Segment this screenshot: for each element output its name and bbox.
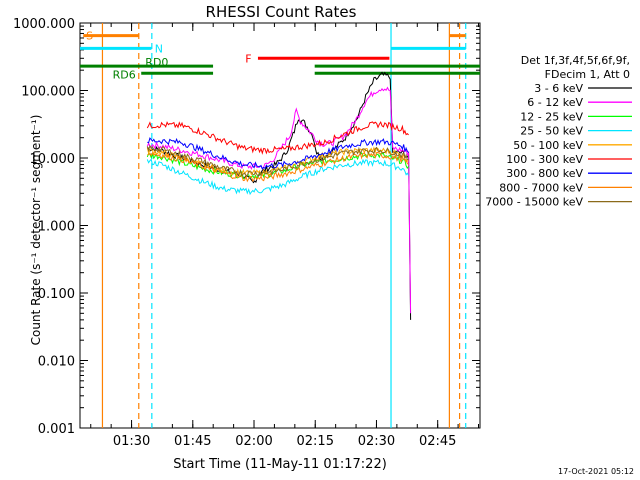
y-tick-label: 0.100 [38,287,75,302]
y-tick-label: 0.001 [38,422,75,437]
legend-label: 3 - 6 keV [534,82,583,95]
y-tick-label: 100.000 [21,85,75,100]
y-tick-label: 1.000 [38,220,75,235]
series-line [147,71,412,320]
x-tick-label: 01:30 [113,434,150,449]
plot-frame [79,22,481,429]
series-line [147,151,409,183]
legend-label: 12 - 25 keV [520,110,583,123]
series-line [146,144,409,177]
legend-header-line-2: FDecim 1, Att 0 [545,68,630,81]
x-tick-label: 02:45 [419,434,456,449]
y-tick-label: 1000.000 [13,17,75,32]
flag-label-rd6: RD6 [113,68,136,81]
series-line [147,137,409,170]
flag-label-rd0: RD0 [145,56,168,69]
y-axis-label: Count Rate (s⁻¹ detector⁻¹ segment⁻¹) [29,115,43,346]
series-line [146,86,412,314]
flag-label-f: F [245,52,251,65]
x-tick-label: 02:30 [358,434,395,449]
timestamp: 17-Oct-2021 05:12 [558,467,634,476]
legend-label: 7000 - 15000 keV [485,196,583,209]
legend-label: 50 - 100 keV [513,139,583,152]
chart-title: RHESSI Count Rates [206,3,357,21]
series-line [146,120,409,155]
legend-label: 25 - 50 keV [520,125,583,138]
plot-area: 0.001 0.010 0.100 1.000 10.000 100.000 1000.00… [13,17,632,449]
x-tick-label: 02:15 [297,434,334,449]
y-tick-label: 10.000 [30,152,76,167]
legend-label: 300 - 800 keV [506,167,583,180]
legend-label: 800 - 7000 keV [499,181,583,194]
legend-label: 100 - 300 keV [506,153,583,166]
x-axis-label: Start Time (11-May-11 01:17:22) [173,457,387,472]
x-tick-label: 02:00 [235,434,272,449]
legend-header-line-1: Det 1f,3f,4f,5f,6f,9f, [521,54,630,67]
legend-label: 6 - 12 keV [527,96,583,109]
series-line [146,146,409,178]
flag-label-n: N [155,42,163,55]
flag-label-s: S [86,30,93,43]
series-line [146,158,410,196]
y-tick-label: 0.010 [38,355,75,370]
x-tick-label: 01:45 [174,434,211,449]
